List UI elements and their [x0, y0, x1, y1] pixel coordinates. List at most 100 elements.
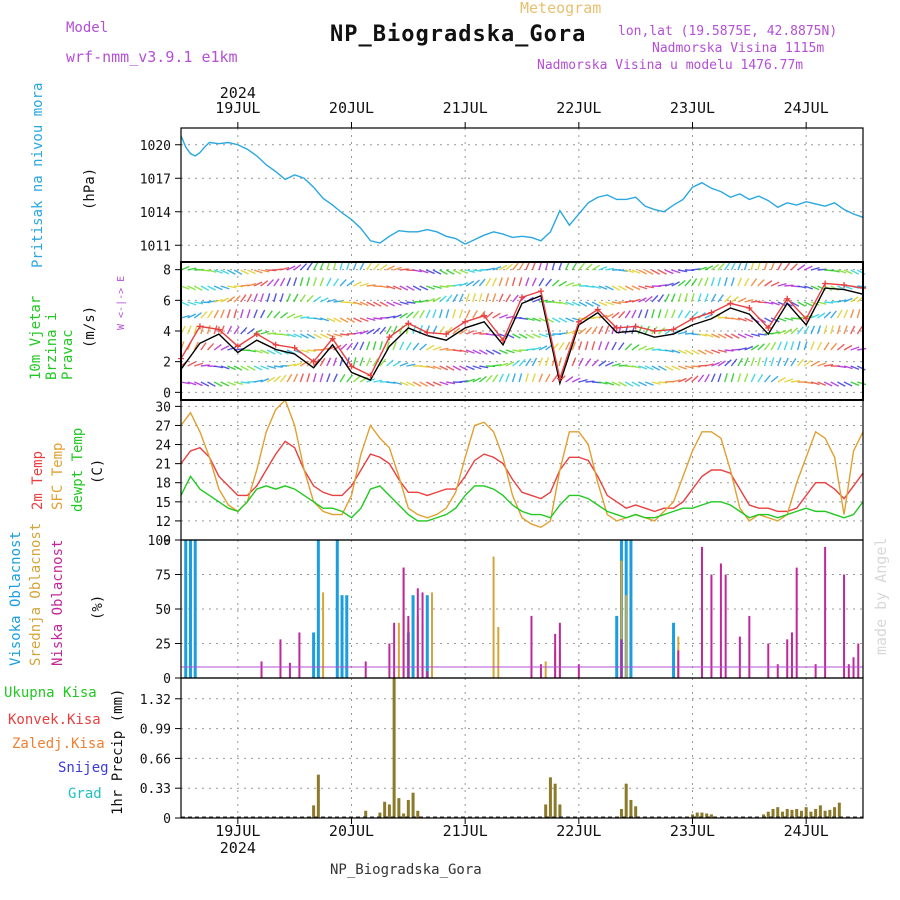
wind-arrow — [213, 343, 222, 351]
wind-arrow — [220, 269, 230, 275]
wind-arrow — [439, 285, 449, 288]
wind-arrow — [777, 357, 782, 367]
wind-arrow — [312, 277, 318, 287]
wind-arrow — [823, 325, 828, 335]
wind-arrow — [465, 378, 475, 383]
wind-arrow — [200, 342, 207, 351]
bar-clouds-mid_cloud — [431, 592, 434, 678]
wind-arrow — [465, 293, 470, 303]
wind-arrow — [810, 360, 820, 367]
wind-arrow — [332, 357, 338, 367]
wind-arrow — [333, 333, 343, 337]
wind-arrow — [525, 373, 529, 383]
wind-arrow — [293, 373, 299, 383]
wind-arrow — [233, 326, 240, 335]
wind-arrow — [718, 316, 728, 319]
wind-arrow — [644, 365, 654, 371]
wind-arrow — [253, 309, 258, 319]
wind-arrow — [220, 309, 225, 319]
wind-arrow — [671, 309, 676, 319]
wind-arrow — [638, 285, 648, 290]
wind-arrow — [763, 374, 771, 383]
wind-arrow — [810, 266, 820, 271]
wind-arrow — [213, 309, 220, 319]
wind-arrow — [803, 325, 810, 335]
wind-arrow — [425, 344, 435, 351]
wind-arrow — [339, 278, 347, 287]
wind-arrow — [625, 269, 635, 274]
wind-arrow — [346, 342, 353, 351]
wind-arrow — [227, 365, 236, 371]
legend-graupel: Grad — [68, 786, 102, 802]
wind-arrow — [684, 365, 694, 369]
wind-arrow — [346, 301, 356, 305]
wind-arrow — [359, 330, 369, 335]
wind-arrow — [678, 377, 687, 383]
wind-arrow — [273, 365, 283, 368]
gust-point — [613, 324, 620, 331]
wind-arrow — [850, 309, 855, 319]
wind-arrow — [472, 269, 482, 272]
bottom-day-label: 24JUL — [784, 822, 829, 840]
wind-arrow — [452, 269, 462, 275]
wind-arrow — [346, 279, 355, 287]
gust-point — [670, 326, 677, 333]
wind-arrow — [790, 379, 801, 383]
wind-arrow — [214, 365, 224, 369]
wind-arrow — [790, 301, 800, 307]
wind-arrow — [326, 373, 331, 383]
bar-precipitation-precip_bar — [411, 792, 415, 818]
wind-arrow — [611, 381, 621, 387]
wind-arrow — [538, 373, 544, 383]
wind-arrow — [817, 301, 827, 305]
wind-arrow — [459, 269, 469, 274]
wind-arrow — [784, 317, 794, 321]
wind-arrow — [777, 261, 783, 271]
wind-arrow — [293, 333, 303, 339]
gust-point — [424, 329, 431, 336]
wind-arrow — [313, 333, 322, 339]
wind-arrow — [386, 359, 394, 367]
wind-arrow — [240, 294, 247, 303]
wind-arrow — [730, 296, 740, 303]
wind-arrow — [796, 341, 801, 351]
wind-arrow — [518, 358, 526, 367]
wind-arrow — [803, 301, 813, 307]
wind-arrow — [505, 349, 515, 354]
gust-point — [784, 295, 791, 302]
wind-arrow — [227, 269, 236, 275]
wind-arrow — [439, 347, 449, 351]
coordinates-text: lon,lat (19.5875E, 42.8875N) — [618, 24, 838, 39]
bottom-day-label: 23JUL — [670, 822, 715, 840]
wind-arrow — [293, 277, 298, 287]
wind-arrow — [194, 362, 204, 367]
wind-arrow — [213, 298, 224, 303]
gust-point — [537, 288, 544, 295]
wind-arrow — [432, 296, 441, 303]
wind-arrow — [644, 309, 649, 319]
wind-arrow — [459, 365, 468, 371]
wind-arrow — [438, 309, 443, 319]
bar-clouds-low_cloud — [298, 632, 301, 678]
wind-arrow — [505, 263, 514, 271]
wind-arrow — [605, 301, 615, 306]
ytick-label-wind-1: 6 — [163, 294, 171, 309]
wind-arrow — [426, 285, 435, 290]
gust-point — [689, 315, 696, 322]
wind-arrow — [280, 333, 290, 337]
wind-arrow — [678, 269, 688, 273]
wind-arrow — [564, 261, 570, 271]
wind-arrow — [472, 309, 479, 319]
wind-arrow — [651, 365, 661, 371]
wind-arrow — [505, 361, 515, 367]
wind-arrow — [392, 314, 402, 319]
footer-title: NP_Biogradska_Gora — [330, 862, 482, 878]
legend-snow: Snijeg — [58, 760, 109, 776]
wind-arrow — [227, 285, 237, 289]
wind-arrow — [551, 374, 559, 383]
bottom-day-label: 19JUL — [215, 822, 260, 840]
wind-arrow — [472, 377, 482, 383]
altitude-text: Nadmorska Visina 1115m — [652, 41, 825, 56]
ytick-label-wind-2: 4 — [163, 325, 171, 340]
wind-arrow — [465, 309, 471, 319]
